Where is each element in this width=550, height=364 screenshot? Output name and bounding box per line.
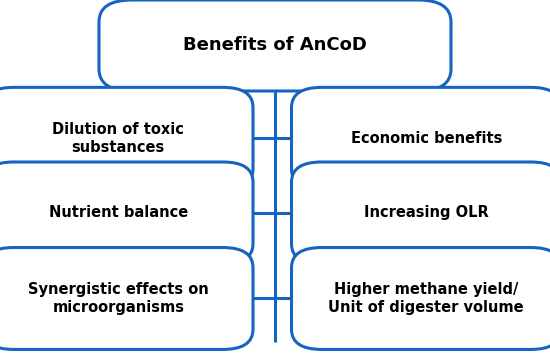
FancyBboxPatch shape — [0, 248, 253, 349]
Text: Nutrient balance: Nutrient balance — [48, 205, 188, 221]
Text: Dilution of toxic
substances: Dilution of toxic substances — [52, 122, 184, 155]
FancyBboxPatch shape — [292, 87, 550, 189]
Text: Economic benefits: Economic benefits — [350, 131, 502, 146]
Text: Benefits of AnCoD: Benefits of AnCoD — [183, 36, 367, 55]
Text: Synergistic effects on
microorganisms: Synergistic effects on microorganisms — [28, 282, 208, 315]
Text: Higher methane yield/
Unit of digester volume: Higher methane yield/ Unit of digester v… — [328, 282, 524, 315]
FancyBboxPatch shape — [0, 87, 253, 189]
FancyBboxPatch shape — [99, 0, 451, 91]
FancyBboxPatch shape — [292, 162, 550, 264]
Text: Increasing OLR: Increasing OLR — [364, 205, 488, 221]
FancyBboxPatch shape — [292, 248, 550, 349]
FancyBboxPatch shape — [0, 162, 253, 264]
